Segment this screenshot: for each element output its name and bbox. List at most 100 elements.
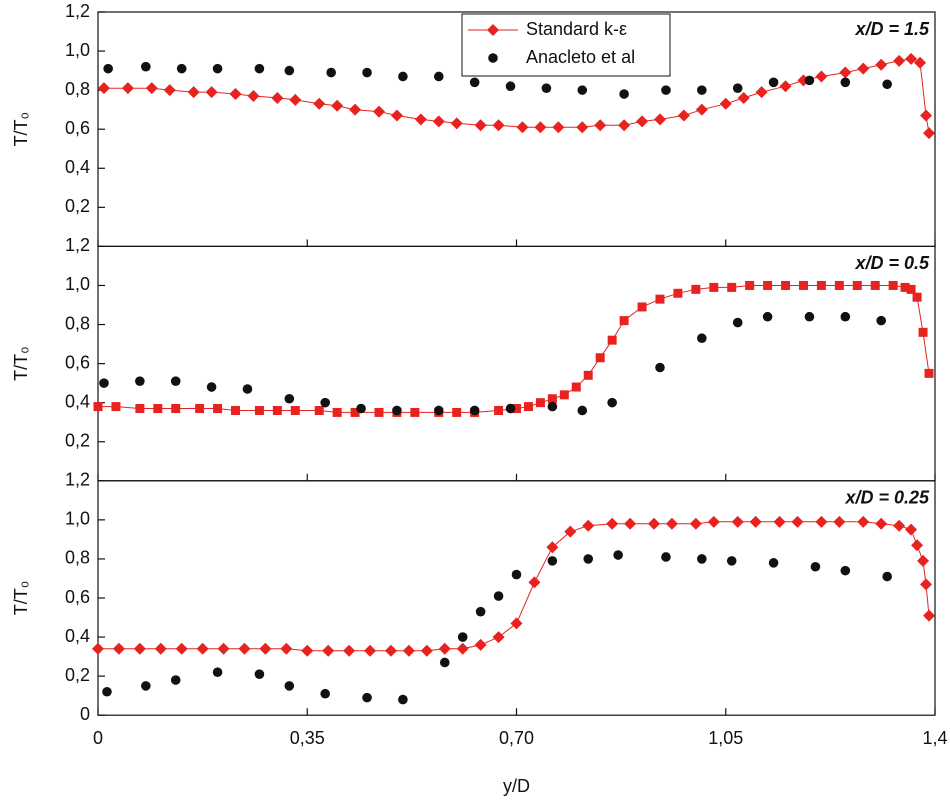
y-tick-label: 0,2 — [65, 430, 90, 450]
marker — [343, 644, 356, 657]
marker — [112, 642, 125, 655]
marker — [911, 539, 924, 552]
marker — [271, 91, 284, 104]
x-tick-label: 1,05 — [708, 728, 743, 748]
marker — [205, 86, 218, 99]
marker — [457, 632, 468, 642]
marker — [301, 644, 314, 657]
marker — [433, 405, 444, 416]
marker — [857, 515, 870, 528]
marker — [170, 675, 181, 685]
marker — [815, 515, 828, 528]
marker — [390, 109, 403, 122]
marker — [99, 378, 109, 388]
marker — [213, 404, 223, 414]
marker — [487, 24, 499, 36]
y-axis-label: T/T₀ — [11, 112, 31, 146]
y-tick-label: 0,4 — [65, 391, 90, 411]
marker — [726, 556, 737, 566]
x-tick-label: 0,35 — [290, 728, 325, 748]
marker — [665, 517, 678, 530]
marker — [534, 121, 547, 134]
marker — [695, 103, 708, 116]
marker — [857, 62, 870, 75]
marker — [523, 402, 533, 412]
marker — [619, 316, 629, 326]
marker — [493, 591, 504, 601]
marker — [697, 85, 707, 95]
marker — [364, 644, 377, 657]
marker — [392, 405, 402, 416]
marker — [773, 515, 786, 528]
marker — [893, 519, 906, 532]
marker — [547, 394, 557, 404]
marker — [410, 407, 420, 417]
y-tick-label: 0,6 — [65, 352, 90, 372]
marker — [469, 405, 480, 416]
marker — [332, 407, 342, 417]
marker — [691, 284, 701, 294]
marker — [313, 97, 326, 110]
marker — [745, 280, 755, 290]
marker — [535, 398, 545, 408]
marker — [816, 280, 826, 290]
marker — [768, 558, 779, 568]
marker — [206, 382, 217, 392]
plot-frame — [97, 480, 936, 716]
marker — [372, 105, 385, 118]
marker — [576, 121, 589, 134]
marker — [242, 384, 253, 394]
y-tick-label: 0,6 — [65, 118, 90, 138]
marker — [655, 294, 665, 304]
marker — [170, 376, 181, 386]
marker — [212, 63, 223, 74]
marker — [475, 606, 486, 617]
marker — [362, 692, 372, 703]
marker — [582, 519, 595, 532]
marker — [438, 642, 451, 655]
marker — [238, 642, 251, 655]
marker — [564, 525, 577, 538]
marker — [834, 280, 844, 290]
marker — [141, 681, 151, 691]
marker — [505, 403, 516, 414]
marker — [923, 609, 936, 622]
marker — [923, 127, 936, 140]
marker — [607, 397, 617, 408]
marker — [488, 53, 498, 63]
marker — [121, 82, 134, 95]
marker — [141, 61, 151, 72]
marker — [384, 644, 397, 657]
y-tick-label: 0,8 — [65, 548, 90, 568]
series-line — [98, 521, 930, 652]
marker — [559, 390, 569, 400]
marker — [577, 405, 588, 416]
marker — [882, 79, 892, 90]
marker — [133, 642, 146, 655]
marker — [516, 121, 529, 134]
marker — [505, 81, 516, 92]
marker — [547, 401, 558, 412]
marker — [420, 644, 433, 657]
marker — [163, 84, 176, 97]
y-tick-label: 0 — [80, 704, 90, 724]
marker — [732, 317, 743, 328]
marker — [280, 642, 293, 655]
marker — [254, 669, 265, 679]
marker — [217, 642, 230, 655]
marker — [511, 569, 522, 580]
marker — [606, 517, 619, 530]
marker — [331, 99, 344, 112]
y-tick-label: 1,0 — [65, 509, 90, 529]
y-tick-label: 1,2 — [65, 235, 90, 255]
marker — [755, 86, 768, 99]
marker — [577, 85, 588, 95]
marker — [840, 565, 851, 576]
marker — [655, 362, 665, 373]
marker — [452, 407, 462, 417]
marker — [320, 688, 330, 699]
marker — [920, 109, 933, 122]
marker — [924, 368, 934, 378]
marker — [737, 91, 750, 104]
marker — [212, 667, 223, 678]
